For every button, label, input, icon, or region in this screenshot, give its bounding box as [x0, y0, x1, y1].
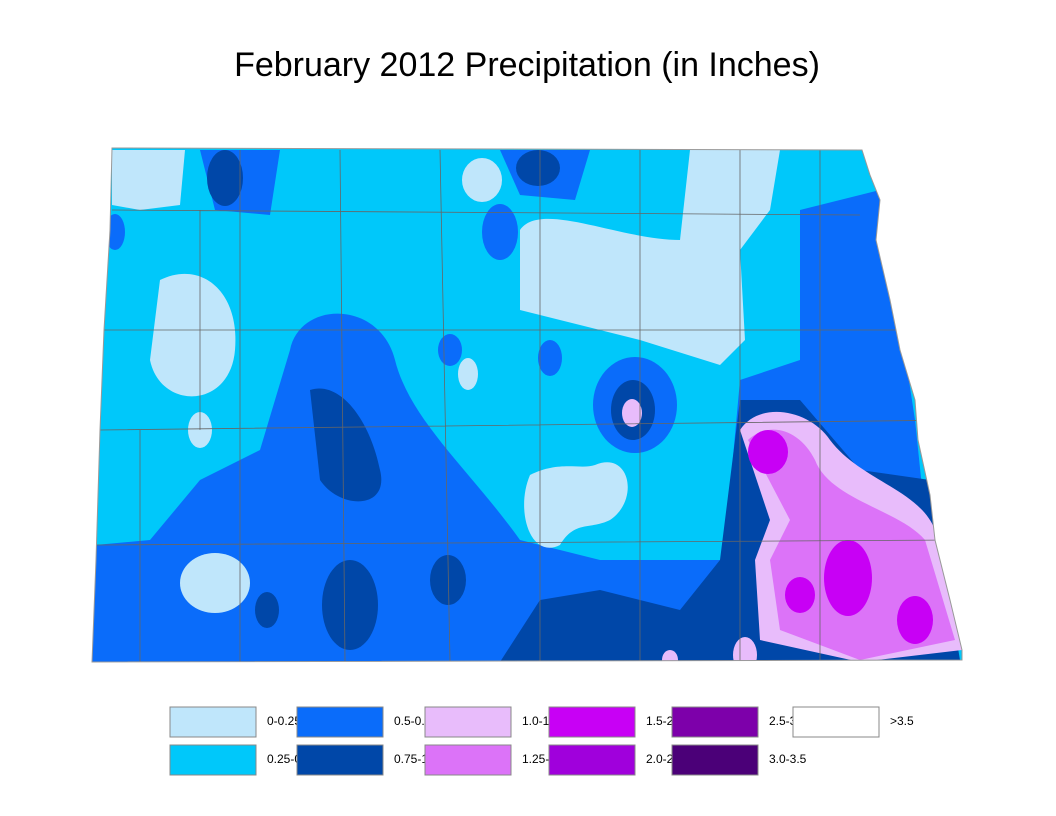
map-area: [92, 148, 962, 662]
region: [462, 158, 502, 202]
region: [180, 553, 250, 613]
region: [438, 334, 462, 366]
legend-swatch: [671, 744, 759, 776]
legend-label: >3.5: [890, 714, 914, 728]
legend-swatch: [169, 706, 257, 738]
region: [322, 560, 378, 650]
region: [662, 650, 678, 662]
map-title: February 2012 Precipitation (in Inches): [234, 46, 820, 84]
state-outline: [91, 147, 963, 663]
region: [622, 399, 642, 427]
legend-swatch: [548, 744, 636, 776]
region: [520, 150, 780, 365]
legend: 0-0.250.25-0.50.5-0.750.75-1.01.0-1.251.…: [169, 706, 914, 776]
county-lines: [95, 149, 961, 662]
legend-swatch: [424, 706, 512, 738]
region: [524, 462, 628, 548]
region: [310, 388, 382, 502]
region: [748, 430, 788, 474]
region: [516, 150, 560, 186]
legend-swatch: [424, 744, 512, 776]
region: [482, 204, 518, 260]
region: [897, 596, 933, 644]
region: [112, 150, 185, 210]
legend-label: 3.0-3.5: [769, 752, 807, 766]
region: [785, 577, 815, 613]
region: [824, 540, 872, 616]
region: [255, 592, 279, 628]
legend-swatch: [169, 744, 257, 776]
legend-swatch: [548, 706, 636, 738]
region: [105, 214, 125, 250]
region: [733, 637, 757, 662]
region: [458, 358, 478, 390]
legend-label: 0-0.25: [267, 714, 301, 728]
legend-swatch: [792, 706, 880, 738]
legend-swatch: [296, 706, 384, 738]
legend-swatch: [296, 744, 384, 776]
region: [207, 150, 243, 206]
region: [538, 340, 562, 376]
region: [150, 273, 236, 397]
legend-swatch: [671, 706, 759, 738]
